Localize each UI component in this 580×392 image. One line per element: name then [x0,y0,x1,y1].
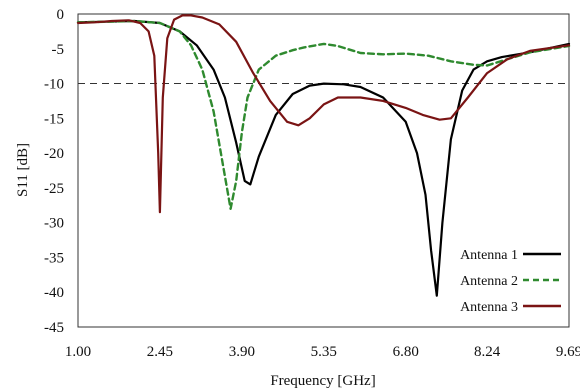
y-tick-label: -10 [44,77,64,93]
series-layer [76,14,571,297]
x-tick-label: 6.80 [393,344,419,360]
y-tick-label: -40 [44,285,64,301]
y-axis-label: S11 [dB] [15,143,31,197]
x-tick-label: 9.69 [556,344,580,360]
legend: Antenna 1 Antenna 2 Antenna 3 [460,248,561,315]
y-tick-label: -35 [44,250,64,266]
series-line-antenna-3 [76,14,571,214]
y-tick-label: -5 [52,42,65,58]
y-tick-label: 0 [57,7,65,23]
y-tick-label: -30 [44,216,64,232]
y-axis-ticks: 0 -5 -10 -15 -20 -25 -30 -35 -40 -45 [44,7,64,336]
y-tick-label: -45 [44,320,64,336]
x-tick-label: 1.00 [65,344,91,360]
series-line-antenna-2 [76,19,571,210]
y-tick-label: -20 [44,146,64,162]
x-axis-label: Frequency [GHz] [270,373,375,389]
x-tick-label: 8.24 [474,344,501,360]
plot-area-border [77,13,570,328]
y-tick-label: -15 [44,111,64,127]
legend-label-antenna-3: Antenna 3 [460,300,518,315]
x-tick-label: 2.45 [147,344,173,360]
legend-label-antenna-2: Antenna 2 [460,274,518,289]
x-tick-label: 3.90 [229,344,255,360]
y-tick-label: -25 [44,181,64,197]
legend-label-antenna-1: Antenna 1 [460,248,518,263]
x-axis-ticks: 1.00 2.45 3.90 5.35 6.80 8.24 9.69 [65,344,580,360]
series-line-antenna-1 [76,19,571,297]
x-tick-label: 5.35 [311,344,337,360]
